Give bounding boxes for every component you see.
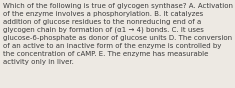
Text: Which of the following is true of glycogen synthase? A. Activation
of the enzyme: Which of the following is true of glycog… bbox=[3, 3, 233, 65]
